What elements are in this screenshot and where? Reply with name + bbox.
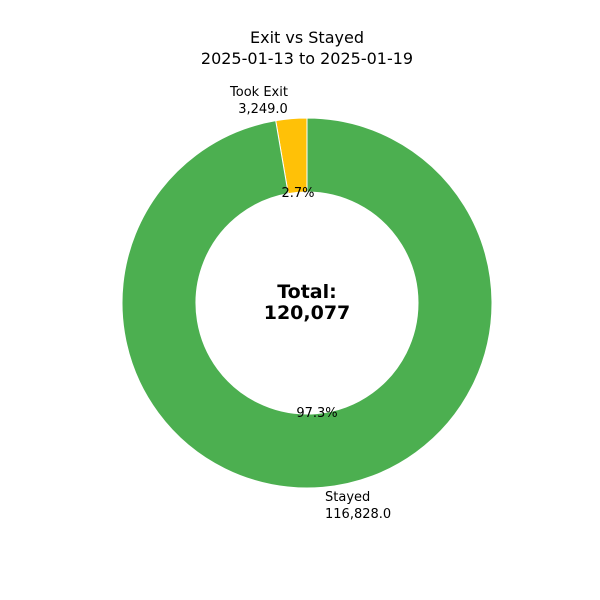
slice-label-took-exit: Took Exit xyxy=(229,85,288,100)
slice-percent-took-exit: 2.7% xyxy=(281,186,314,201)
donut-slice-stayed xyxy=(121,117,493,489)
chart-subtitle: 2025-01-13 to 2025-01-19 xyxy=(201,49,413,68)
slices-group xyxy=(121,117,493,489)
slice-value-took-exit: 3,249.0 xyxy=(238,102,288,117)
slice-label-stayed: Stayed xyxy=(325,490,370,505)
center-total-value: 120,077 xyxy=(264,302,351,324)
slice-value-stayed: 116,828.0 xyxy=(325,507,391,522)
center-total-label: Total: xyxy=(277,281,337,303)
slice-percent-stayed: 97.3% xyxy=(296,406,337,421)
chart-title: Exit vs Stayed xyxy=(250,28,364,47)
